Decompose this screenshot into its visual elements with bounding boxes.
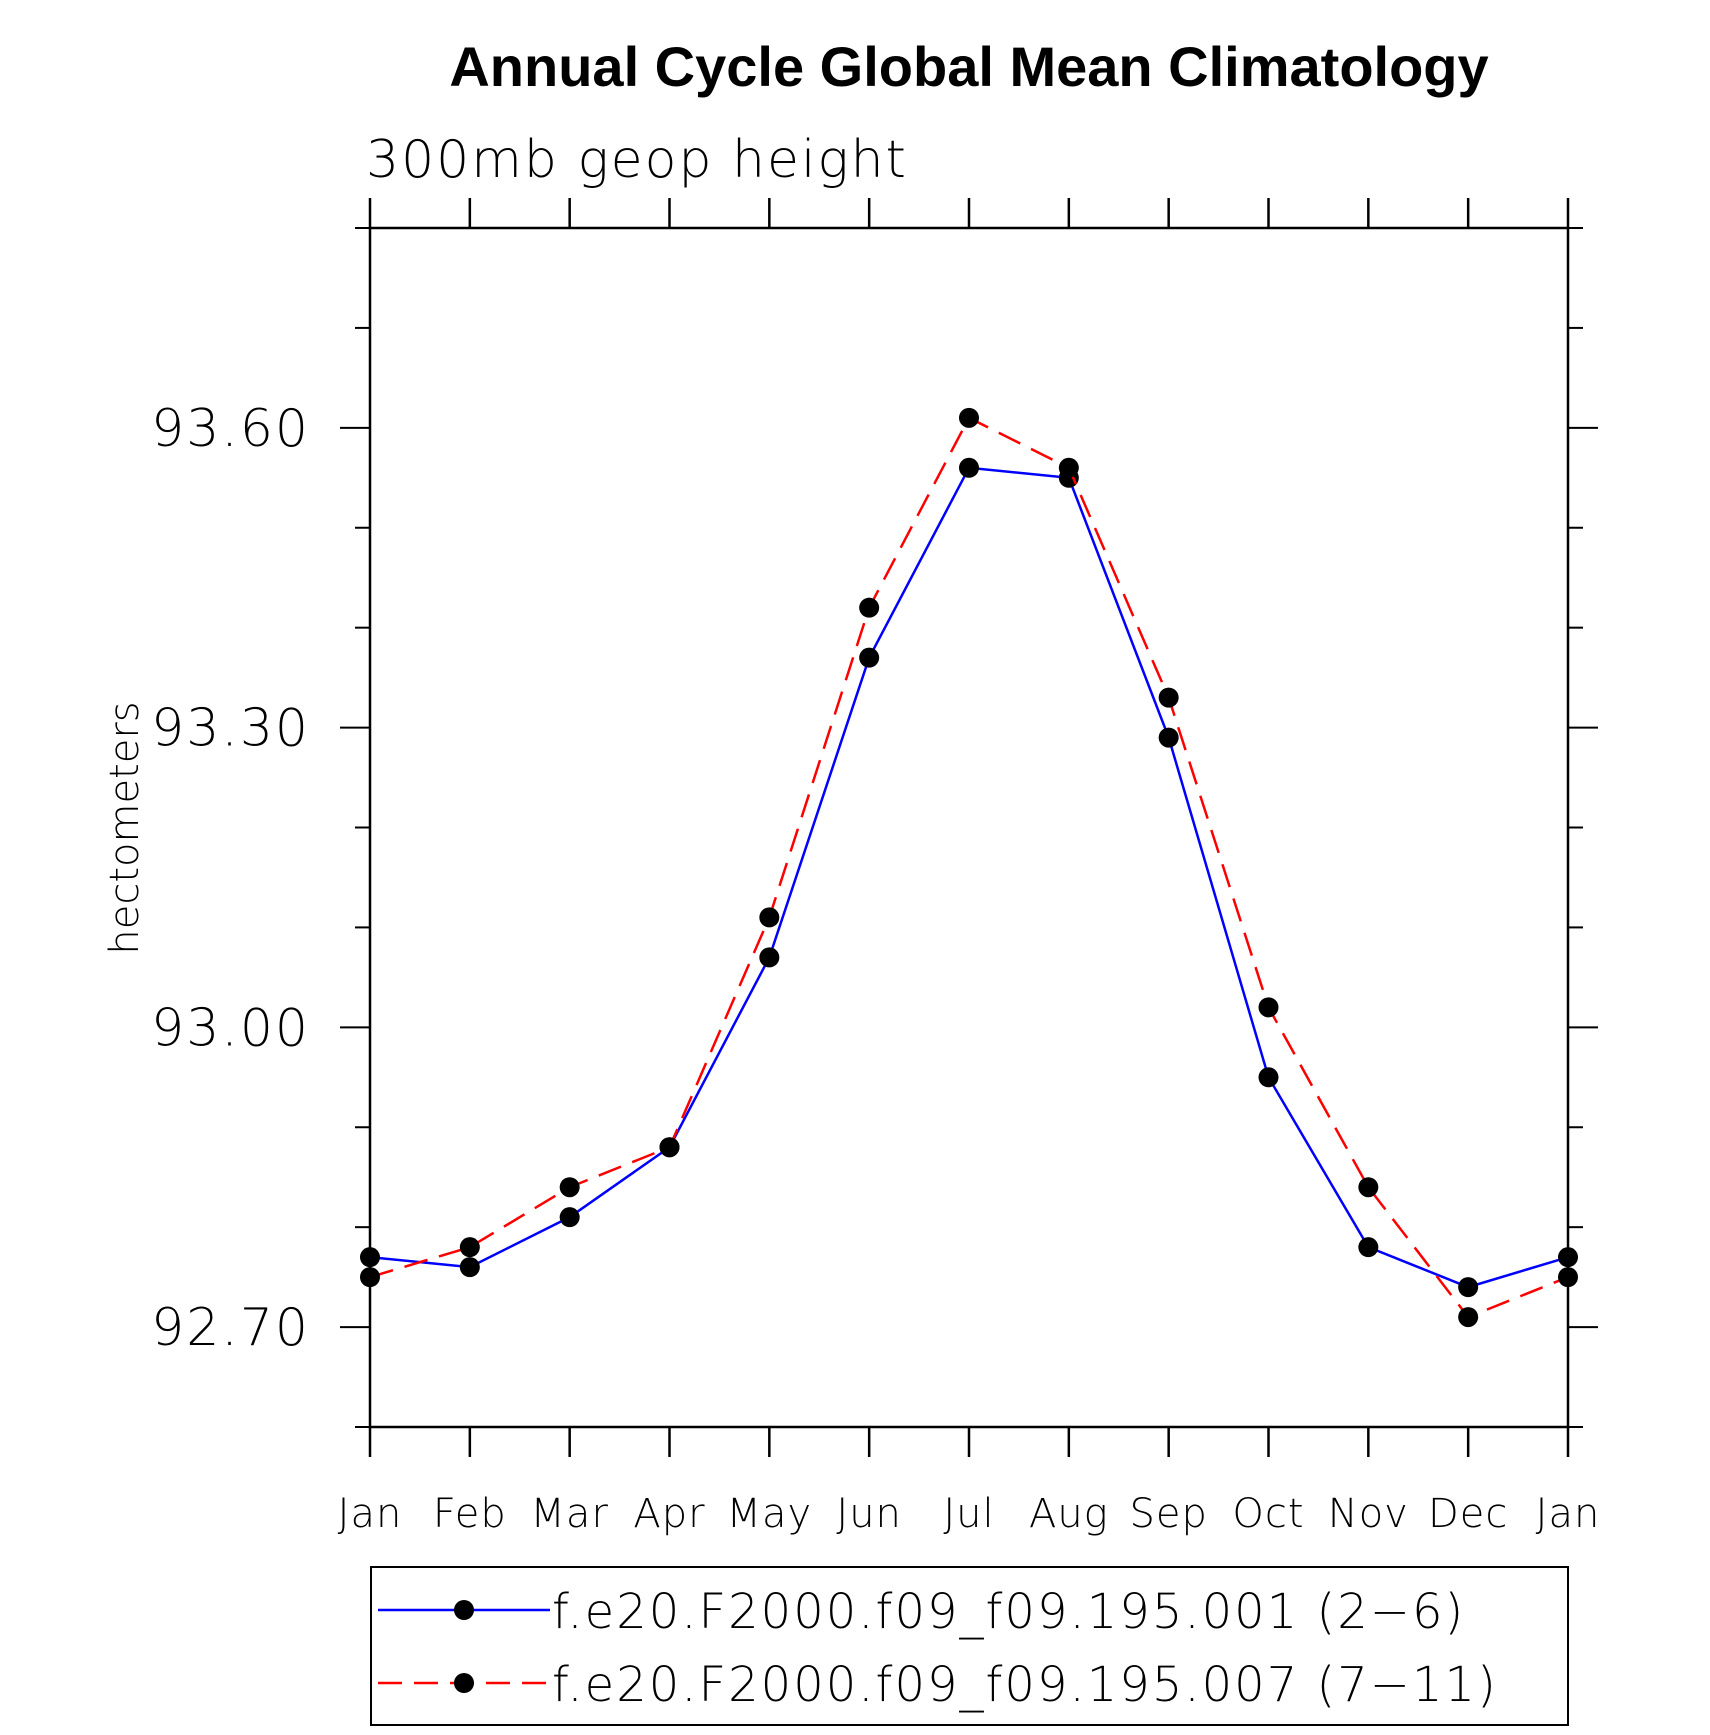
y-axis-label: hectometers — [102, 701, 148, 954]
data-point — [459, 1237, 480, 1258]
chart-subtitle: 300mb geop height — [366, 130, 908, 190]
data-point — [459, 1257, 480, 1278]
series-2 — [360, 407, 1578, 1328]
legend: f.e20.F2000.f09_f09.195.001 (2−6) f.e20.… — [370, 1566, 1569, 1726]
data-point — [859, 597, 880, 618]
data-point — [1258, 997, 1279, 1018]
series-1 — [360, 457, 1578, 1298]
data-point — [1458, 1307, 1479, 1328]
data-point — [559, 1207, 580, 1228]
legend-label-series-1: f.e20.F2000.f09_f09.195.001 (2−6) — [552, 1584, 1465, 1640]
data-point — [759, 947, 780, 968]
data-point — [659, 1137, 680, 1158]
data-point — [1458, 1277, 1479, 1298]
data-point — [559, 1177, 580, 1198]
x-tick-label: Oct — [1232, 1491, 1304, 1537]
x-tick-label: Apr — [633, 1491, 705, 1537]
legend-label-series-2: f.e20.F2000.f09_f09.195.007 (7−11) — [552, 1657, 1498, 1713]
data-point — [759, 907, 780, 928]
data-point — [1158, 727, 1179, 748]
data-point — [1058, 457, 1079, 478]
x-tick-label: Aug — [1029, 1491, 1109, 1537]
x-tick-label: Jan — [338, 1491, 403, 1537]
data-point — [1558, 1247, 1578, 1268]
series-line-2 — [369, 416, 1569, 1319]
series-layer — [360, 407, 1578, 1328]
x-tick-label: Jul — [943, 1491, 994, 1537]
x-tick-label: Jun — [836, 1491, 902, 1537]
data-point — [1258, 1067, 1279, 1088]
y-tick-label: 93.30 — [151, 699, 310, 759]
legend-marker-series-1 — [454, 1600, 474, 1620]
legend-box — [370, 1566, 1569, 1726]
x-tick-label: May — [726, 1491, 812, 1537]
chart-title: Annual Cycle Global Mean Climatology — [449, 35, 1488, 98]
x-tick-label: Mar — [530, 1491, 608, 1537]
series-line-1 — [369, 466, 1569, 1289]
x-tick-label: Nov — [1328, 1491, 1409, 1537]
data-point — [859, 647, 880, 668]
y-tick-label: 93.60 — [151, 399, 310, 459]
data-point — [360, 1267, 380, 1288]
data-point — [1558, 1267, 1578, 1288]
data-point — [360, 1247, 380, 1268]
x-tick-label: Jan — [1536, 1491, 1601, 1537]
x-tick-label: Sep — [1129, 1491, 1207, 1537]
y-tick-label: 92.70 — [151, 1298, 310, 1358]
data-point — [1358, 1237, 1379, 1258]
data-point — [959, 407, 979, 428]
axes: Jan Feb Mar Apr May Jun Jul Aug Sep Oct Nov Dec Jan 9… — [151, 198, 1601, 1537]
x-tick-label: Feb — [433, 1491, 507, 1537]
x-tick-label: Dec — [1428, 1491, 1508, 1537]
data-point — [1358, 1177, 1379, 1198]
data-point — [959, 457, 979, 478]
data-point — [1158, 687, 1179, 708]
legend-marker-series-2 — [454, 1673, 474, 1693]
y-tick-label: 93.00 — [151, 998, 310, 1058]
